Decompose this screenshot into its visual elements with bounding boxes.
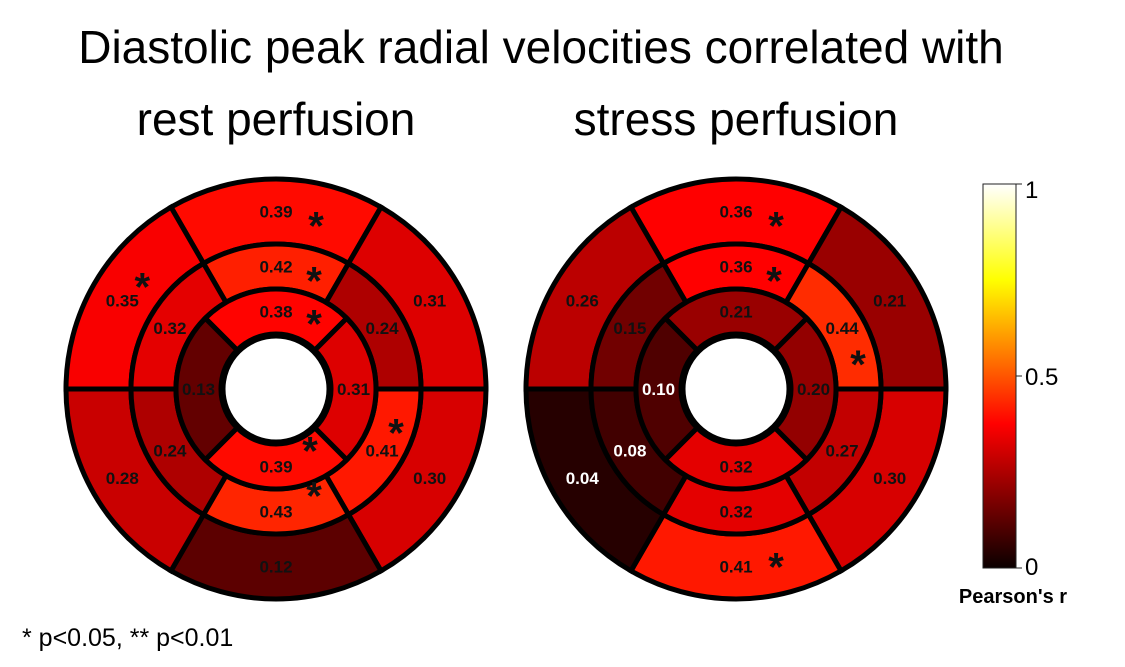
stress-segment-7-label: 0.36 — [719, 258, 752, 277]
rest-segment-5-label: 0.28 — [106, 469, 139, 488]
rest-segment-7-significance: * — [306, 260, 322, 304]
rest-segment-3-label: 0.30 — [413, 469, 446, 488]
stress-segment-5-label: 0.04 — [566, 469, 600, 488]
stress-segment-13-label: 0.21 — [719, 303, 752, 322]
rest-segment-13-significance: * — [306, 303, 322, 347]
rest-segment-8-label: 0.24 — [366, 319, 400, 338]
rest-segment-15-label: 0.39 — [259, 458, 292, 477]
rest-segment-2-label: 0.31 — [413, 291, 446, 310]
rest-segment-10-significance: * — [306, 475, 322, 519]
stress-segment-15-label: 0.32 — [719, 458, 752, 477]
stress-segment-6-label: 0.26 — [566, 291, 599, 310]
stress-segment-1-label: 0.36 — [719, 203, 752, 222]
rest-segment-14-label: 0.31 — [337, 380, 370, 399]
rest-segment-16-label: 0.13 — [182, 380, 215, 399]
rest-segment-12-label: 0.32 — [153, 319, 186, 338]
stress-bullseye: 0.36 * 0.21 0.30 0.41 * 0.04 0.26 0.36 * 0.44 * 0.27… — [523, 176, 949, 602]
rest-segment-11-label: 0.24 — [153, 441, 187, 460]
rest-segment-6-significance: * — [134, 265, 150, 309]
stress-segment-2-label: 0.21 — [873, 291, 906, 310]
colorbar-label: Pearson's r — [959, 586, 1067, 608]
stress-segment-4-significance: * — [768, 546, 784, 590]
colorbar-tick-max: 1 — [1025, 177, 1038, 204]
rest-bullseye-title: rest perfusion — [137, 93, 416, 145]
rest-segment-1-label: 0.39 — [259, 203, 292, 222]
colorbar-tick-mid: 0.5 — [1025, 364, 1058, 391]
colorbar — [982, 183, 1017, 569]
stress-segment-1-significance: * — [768, 205, 784, 249]
rest-bullseye: 0.39 *0.310.300.120.280.35* 0.42 *0.240.41*… — [63, 176, 489, 602]
stress-segment-8-significance: * — [850, 343, 866, 387]
stress-center-hole — [680, 333, 792, 445]
stress-segment-4-label: 0.41 — [719, 558, 752, 577]
figure-title: Diastolic peak radial velocities correla… — [78, 21, 1004, 73]
rest-segment-1-significance: * — [308, 205, 324, 249]
rest-segment-6-label: 0.35 — [106, 291, 139, 310]
significance-footnote: * p<0.05, ** p<0.01 — [22, 624, 233, 652]
stress-bullseye-title: stress perfusion — [574, 93, 899, 145]
rest-segment-10-label: 0.43 — [259, 503, 292, 522]
rest-center-hole — [220, 333, 332, 445]
stress-segment-9-label: 0.27 — [826, 441, 859, 460]
rest-segment-9-label: 0.41 — [366, 441, 399, 460]
stress-segment-12-label: 0.15 — [613, 319, 646, 338]
rest-segment-13-label: 0.38 — [259, 303, 292, 322]
rest-segment-7-label: 0.42 — [259, 258, 292, 277]
rest-segment-4-label: 0.12 — [259, 558, 292, 577]
stress-segment-7-significance: * — [766, 260, 782, 304]
stress-segment-16-label: 0.10 — [642, 380, 675, 399]
stress-segment-10-label: 0.32 — [719, 503, 752, 522]
rest-segment-15-significance: * — [302, 430, 318, 474]
stress-segment-3-label: 0.30 — [873, 469, 906, 488]
colorbar-tick-min: 0 — [1025, 554, 1038, 581]
stress-segment-11-label: 0.08 — [613, 441, 646, 460]
stress-segment-8-label: 0.44 — [826, 319, 860, 338]
rest-segment-9-significance: * — [388, 411, 404, 455]
stress-segment-14-label: 0.20 — [797, 380, 830, 399]
